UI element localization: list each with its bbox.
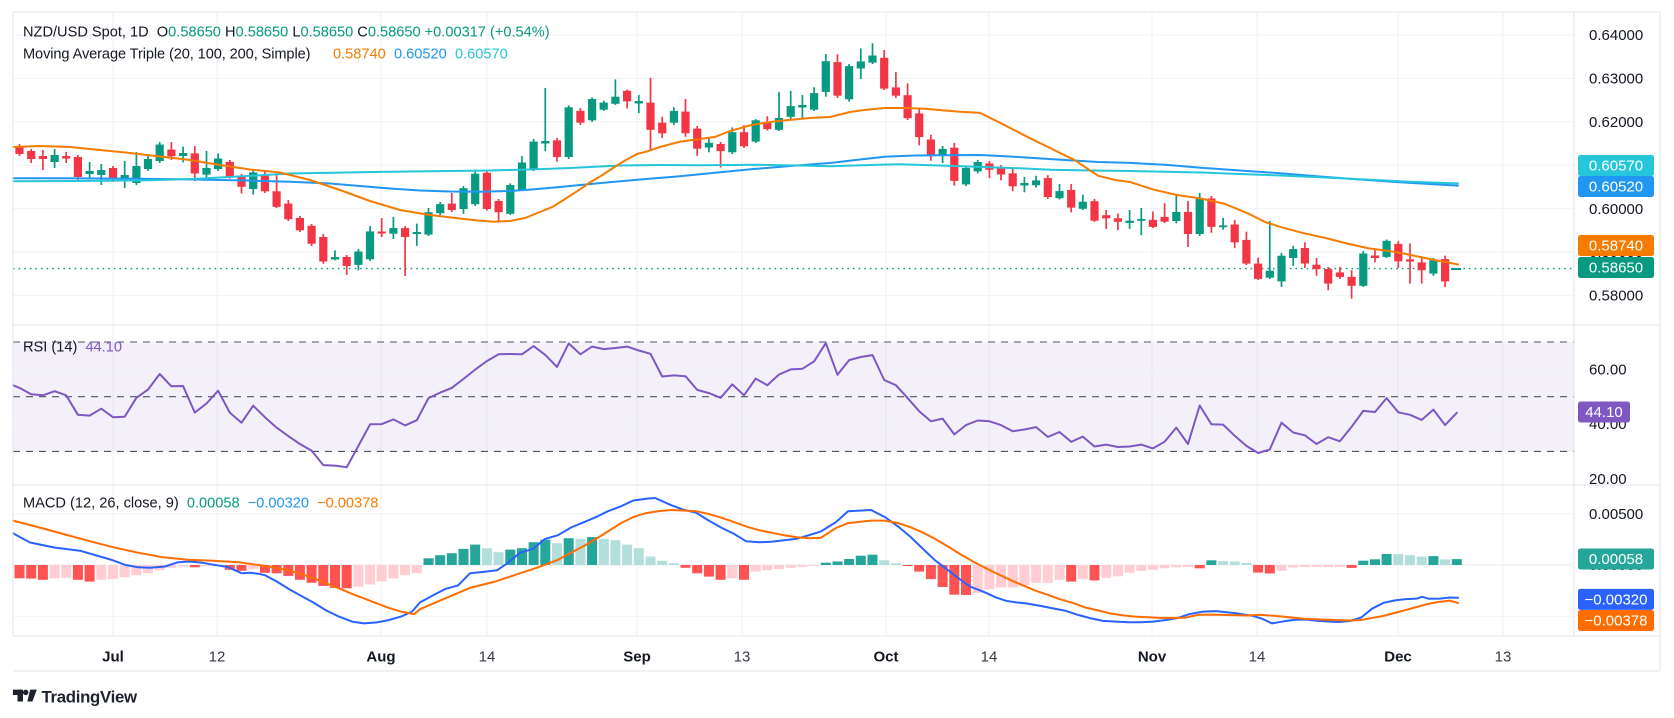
- svg-text:13: 13: [734, 649, 751, 666]
- svg-text:0.58000: 0.58000: [1589, 288, 1643, 305]
- svg-text:13: 13: [1495, 649, 1512, 666]
- svg-text:Dec: Dec: [1384, 649, 1412, 666]
- svg-text:Moving Average Triple (20, 100: Moving Average Triple (20, 100, 200, Sim…: [23, 47, 310, 63]
- svg-text:Nov: Nov: [1138, 649, 1167, 666]
- svg-text:14: 14: [479, 649, 496, 666]
- svg-text:0.64000: 0.64000: [1589, 27, 1643, 44]
- svg-text:0.58740: 0.58740: [1589, 238, 1643, 255]
- svg-text:60.00: 60.00: [1589, 362, 1627, 379]
- svg-text:0.60570: 0.60570: [1589, 158, 1643, 175]
- svg-text:44.10: 44.10: [1585, 404, 1623, 421]
- svg-text:14: 14: [981, 649, 998, 666]
- svg-text:Jul: Jul: [102, 649, 124, 666]
- svg-text:0.58650: 0.58650: [1589, 260, 1643, 277]
- svg-text:14: 14: [1249, 649, 1266, 666]
- svg-text:0.60520: 0.60520: [394, 47, 447, 63]
- svg-text:Sep: Sep: [623, 649, 651, 666]
- svg-text:−0.00378: −0.00378: [1585, 613, 1648, 630]
- svg-text:0.60000: 0.60000: [1589, 201, 1643, 218]
- svg-text:NZD/USD Spot, 1D O0.58650 H0.: NZD/USD Spot, 1D O0.58650 H0.58650 L0.58…: [23, 25, 550, 41]
- svg-text:−0.00320: −0.00320: [1585, 592, 1648, 609]
- svg-text:0.58740: 0.58740: [333, 47, 386, 63]
- svg-text:0.00058: 0.00058: [1589, 551, 1643, 568]
- svg-text:Oct: Oct: [873, 649, 898, 666]
- svg-text:0.60520: 0.60520: [1589, 179, 1643, 196]
- svg-text:Aug: Aug: [366, 649, 395, 666]
- svg-text:20.00: 20.00: [1589, 471, 1627, 488]
- svg-text:0.60570: 0.60570: [455, 47, 508, 63]
- svg-text:RSI (14) 44.10: RSI (14) 44.10: [23, 340, 122, 356]
- svg-text:12: 12: [209, 649, 226, 666]
- svg-text:0.63000: 0.63000: [1589, 71, 1643, 88]
- svg-text:0.62000: 0.62000: [1589, 114, 1643, 131]
- svg-text:0.00500: 0.00500: [1589, 506, 1643, 523]
- svg-text:TradingView: TradingView: [42, 688, 138, 707]
- svg-text:MACD (12, 26, close, 9) 0.000: MACD (12, 26, close, 9) 0.00058 −0.00320…: [23, 496, 378, 512]
